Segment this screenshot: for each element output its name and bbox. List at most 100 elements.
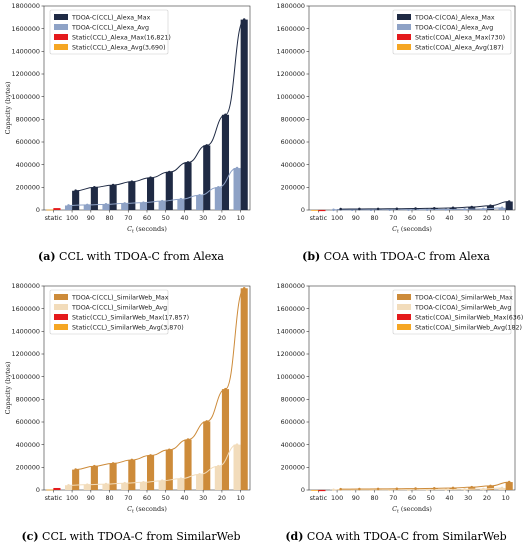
- legend-swatch: [397, 44, 411, 50]
- bar-max: [240, 288, 248, 490]
- trend-avg: [68, 167, 238, 206]
- legend: TDOA-C(CCL)_SimilarWeb_Max TDOA-C(CCL)_Si…: [49, 289, 189, 335]
- bar-max: [184, 439, 192, 490]
- trend-avg-point: [179, 197, 183, 201]
- x-axis-label: Ct (seconds): [392, 505, 432, 515]
- trend-avg-point: [425, 488, 429, 491]
- y-tick-label: 1200000: [277, 350, 305, 358]
- trend-avg-point: [217, 464, 220, 468]
- bar-avg: [158, 201, 166, 210]
- trend-max: [340, 481, 510, 490]
- caption-a: (a) CCL with TDOA-C from Alexa: [0, 250, 262, 263]
- trend-max-point: [74, 468, 77, 471]
- legend-label: Static(CCL)_SimilarWeb_Avg(3,870): [72, 324, 184, 331]
- bar-avg: [139, 482, 147, 490]
- bar-avg: [64, 205, 73, 210]
- bar-avg: [214, 466, 222, 490]
- trend-max-point: [111, 462, 115, 465]
- legend-box: [49, 9, 169, 55]
- bar-static-avg: [311, 489, 319, 491]
- x-tick-label: 80: [370, 214, 378, 222]
- trend-avg: [333, 487, 503, 491]
- bar-avg: [83, 204, 91, 210]
- legend-swatch: [54, 14, 68, 20]
- caption-d-text: COA with TDOA-C from SimilarWeb: [306, 530, 507, 543]
- y-tick-label: 1400000: [277, 48, 305, 56]
- y-tick-label: 600000: [16, 138, 40, 146]
- legend: TDOA-C(COA)_SimilarWeb_Max TDOA-C(COA)_Si…: [392, 289, 523, 335]
- legend-swatch: [54, 304, 68, 310]
- bar-avg: [102, 204, 110, 210]
- trend-max-point: [507, 200, 511, 203]
- legend-swatch: [397, 34, 411, 40]
- trend-max-point: [149, 454, 152, 457]
- trend-max-point: [414, 487, 417, 490]
- x-tick-label: 100: [66, 494, 78, 502]
- y-tick-label: 1000000: [277, 373, 305, 381]
- legend-label: TDOA-C(CCL)_SimilarWeb_Avg: [71, 304, 167, 311]
- trend-avg-point: [67, 483, 70, 487]
- trend-avg-point: [198, 193, 201, 197]
- legend-box: [392, 9, 512, 55]
- chart-b: 0 200000 400000 600000 800000 1000000 1200000 1…: [277, 2, 516, 235]
- trend-max-point: [432, 487, 436, 490]
- trend-max-point: [167, 448, 171, 452]
- trend-avg-point: [104, 482, 108, 486]
- x-tick-label: 70: [389, 494, 397, 502]
- x-tick-label: 80: [105, 494, 113, 502]
- legend: TDOA-C(COA)_Alexa_Max TDOA-C(COA)_Alexa_A…: [392, 9, 512, 55]
- x-tick-label: 40: [445, 494, 453, 502]
- legend-label: TDOA-C(CCL)_Alexa_Avg: [71, 24, 149, 31]
- bar-avg: [196, 474, 204, 490]
- bar-max: [109, 463, 117, 490]
- y-tick-label: 1000000: [277, 93, 305, 101]
- bar-max: [72, 469, 80, 490]
- trend-avg-point: [104, 203, 108, 206]
- x-tick-label: 40: [180, 214, 188, 222]
- caption-c-text: CCL with TDOA-C from SimilarWeb: [42, 530, 241, 543]
- legend-label: Static(COA)_SimilarWeb_Max(636): [415, 314, 523, 321]
- trend-max-point: [414, 207, 417, 210]
- bar-max: [468, 207, 476, 210]
- x-tick-label: 30: [464, 214, 472, 222]
- legend-box: [49, 289, 169, 335]
- bar-avg: [64, 485, 73, 490]
- bar-static-avg: [46, 209, 54, 211]
- y-tick-label: 1800000: [277, 2, 305, 10]
- bar-max: [468, 487, 476, 490]
- x-tick-label: static: [310, 214, 328, 222]
- x-tick-label: 20: [483, 494, 491, 502]
- trend-avg-point: [160, 199, 164, 203]
- y-tick-label: 600000: [281, 138, 305, 146]
- y-axis-label: Capacity (bytes): [4, 362, 12, 415]
- legend-swatch: [54, 314, 68, 320]
- bar-max: [109, 185, 117, 210]
- trend-avg-point: [463, 207, 466, 211]
- trend-max-point: [376, 207, 380, 211]
- trend-avg-point: [179, 477, 183, 480]
- bar-static-avg: [46, 489, 54, 491]
- x-tick-label: 30: [464, 494, 472, 502]
- legend-label: Static(COA)_Alexa_Max(730): [415, 34, 505, 41]
- x-tick-label: 50: [162, 494, 170, 502]
- trend-max-point: [395, 487, 399, 491]
- trend-max-point: [507, 480, 511, 484]
- bar-max: [147, 455, 155, 490]
- bar-avg: [214, 187, 222, 210]
- trend-max-point: [451, 206, 455, 210]
- trend-avg: [68, 444, 238, 486]
- trend-max-point: [167, 170, 171, 174]
- trend-max-point: [224, 113, 227, 117]
- x-tick-label: 100: [331, 214, 343, 222]
- legend-label: TDOA-C(COA)_Alexa_Max: [414, 14, 495, 21]
- trend-avg-point: [142, 480, 145, 484]
- trend-avg-point: [67, 204, 70, 207]
- x-tick-label: 40: [180, 494, 188, 502]
- bar-avg: [177, 199, 185, 210]
- legend-swatch: [54, 324, 68, 330]
- caption-a-text: CCL with TDOA-C from Alexa: [59, 250, 224, 263]
- trend-max-point: [489, 484, 492, 488]
- trend-max-point: [489, 204, 492, 207]
- trend-avg-point: [482, 207, 485, 211]
